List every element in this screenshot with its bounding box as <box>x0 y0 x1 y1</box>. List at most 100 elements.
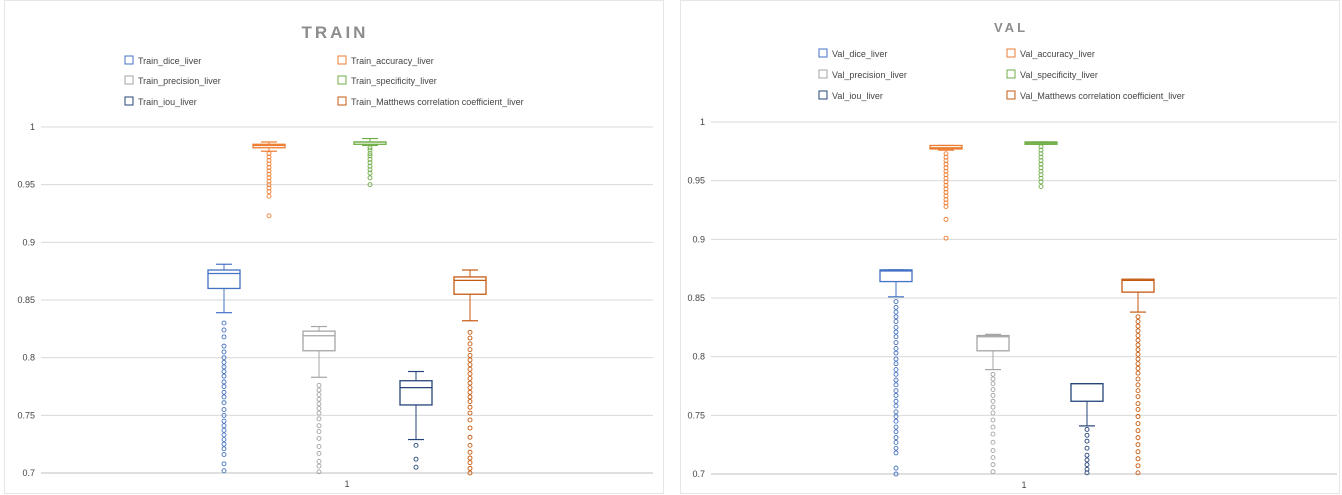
outlier-point <box>221 461 227 467</box>
outlier-point <box>467 329 473 335</box>
outlier-point <box>316 459 322 464</box>
outlier-point <box>943 235 949 241</box>
box <box>302 330 336 352</box>
outlier-point <box>893 429 899 435</box>
outlier-point <box>1038 168 1044 174</box>
outlier-point <box>221 407 227 413</box>
outlier-point <box>221 334 227 340</box>
outlier-point <box>467 470 473 476</box>
outlier-point <box>1135 328 1141 334</box>
outlier-point <box>1038 154 1044 160</box>
outlier-point <box>221 364 227 370</box>
outlier-point <box>221 432 227 438</box>
legend-label: Train_iou_liver <box>138 97 197 107</box>
outlier-point <box>266 154 272 160</box>
legend-swatch <box>337 96 347 106</box>
outlier-point <box>1084 426 1090 432</box>
legend-swatch <box>337 55 347 65</box>
outlier-point <box>1038 175 1044 181</box>
outlier-point <box>943 182 949 188</box>
outlier-point <box>221 327 227 333</box>
outlier-point <box>266 178 272 184</box>
outlier-point <box>990 381 996 387</box>
outlier-point <box>943 158 949 164</box>
outlier-point <box>893 309 899 315</box>
outlier-point <box>467 410 473 416</box>
outlier-point <box>467 352 473 358</box>
legend-label: Val_dice_liver <box>832 49 887 59</box>
outlier-point <box>943 154 949 160</box>
outlier-point <box>1135 351 1141 357</box>
outlier-point <box>266 171 272 177</box>
y-tick-label: 0.95 <box>687 176 705 186</box>
outlier-point <box>1135 356 1141 362</box>
y-tick-label: 1 <box>700 117 705 127</box>
outlier-point <box>1135 414 1141 419</box>
outlier-point <box>266 161 272 167</box>
outlier-point <box>221 400 227 406</box>
outlier-point <box>893 388 899 394</box>
outlier-point <box>1084 466 1090 472</box>
y-tick-label: 0.85 <box>687 293 705 303</box>
outlier-point <box>1135 342 1141 348</box>
outlier-point <box>467 371 473 377</box>
outlier-point <box>893 304 899 310</box>
outlier-point <box>316 463 322 469</box>
x-tick-label: 1 <box>344 479 349 489</box>
legend-label: Train_Matthews correlation coefficient_l… <box>351 97 524 107</box>
outlier-point <box>943 189 949 195</box>
outlier-point <box>893 340 899 346</box>
box-series <box>1070 383 1104 476</box>
outlier-point <box>221 423 227 429</box>
outlier-point <box>266 213 272 219</box>
outlier-point <box>467 417 473 423</box>
legend-label: Train_precision_liver <box>138 76 221 86</box>
outlier-point <box>893 445 899 451</box>
outlier-point <box>316 416 322 422</box>
outlier-point <box>316 444 322 449</box>
outlier-point <box>893 371 899 377</box>
outlier-point <box>266 168 272 174</box>
outlier-point <box>221 369 227 374</box>
outlier-point <box>367 167 373 173</box>
outlier-point <box>316 410 322 416</box>
outlier-point <box>221 412 227 418</box>
outlier-point <box>943 151 949 157</box>
outlier-point <box>413 456 419 462</box>
legend-label: Train_accuracy_liver <box>351 56 434 66</box>
legend-swatch <box>1006 69 1016 79</box>
outlier-point <box>893 465 899 471</box>
outlier-point <box>893 471 899 477</box>
legend-label: Val_iou_liver <box>832 91 883 101</box>
val-chart: VAL 0.7 0.75 0.8 0.85 0.9 0.95 1 1 Val_dice_live… <box>687 20 1337 490</box>
outlier-point <box>893 424 899 430</box>
outlier-point <box>893 367 899 373</box>
outlier-point <box>1135 401 1141 407</box>
outlier-point <box>893 324 899 330</box>
outlier-point <box>266 189 272 195</box>
outlier-point <box>266 185 272 191</box>
outlier-point <box>467 442 473 448</box>
legend-item: Val_Matthews correlation coefficient_liv… <box>1006 90 1185 101</box>
outlier-point <box>1135 361 1141 367</box>
legend-label: Val_precision_liver <box>832 70 907 80</box>
outlier-point <box>221 320 227 326</box>
outlier-point <box>1135 365 1141 371</box>
outlier-point <box>316 405 322 411</box>
outlier-point <box>266 193 272 199</box>
outlier-point <box>1084 452 1090 458</box>
outlier-point <box>221 418 227 424</box>
legend-swatch <box>1006 48 1016 58</box>
outlier-point <box>266 151 272 156</box>
outlier-point <box>943 196 949 202</box>
outlier-point <box>221 452 227 457</box>
outlier-point <box>367 160 373 166</box>
outlier-point <box>221 389 227 395</box>
outlier-point <box>467 347 473 353</box>
outlier-point <box>413 442 419 448</box>
outlier-point <box>943 161 949 167</box>
outlier-point <box>893 299 899 304</box>
outlier-point <box>316 392 322 398</box>
outlier-point <box>1038 161 1044 167</box>
outlier-point <box>467 399 473 404</box>
